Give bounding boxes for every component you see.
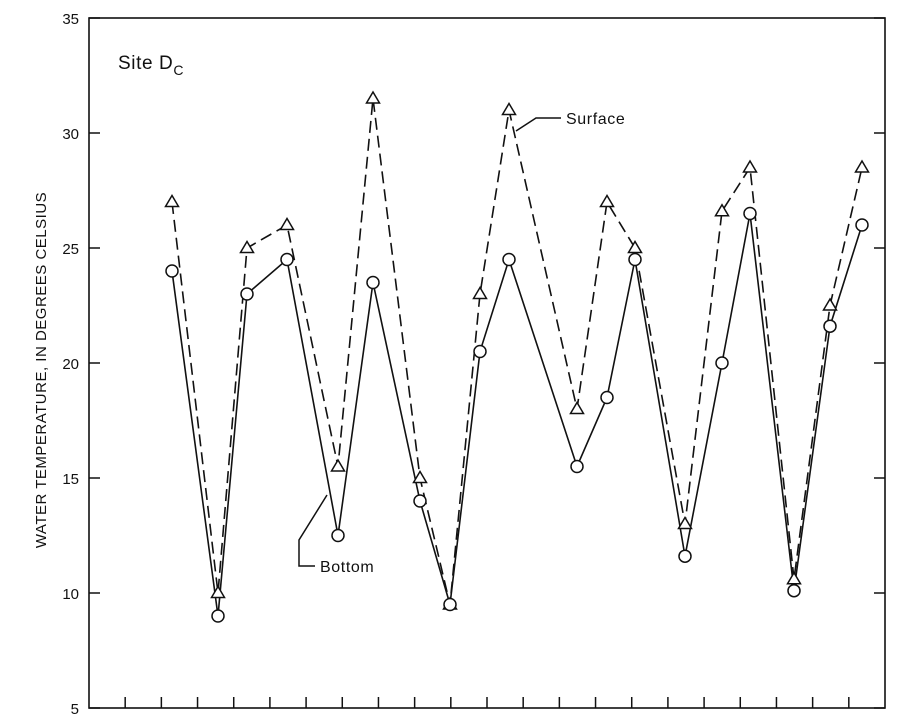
surface-point [412,470,428,484]
surface-point [501,102,517,116]
surface-point [472,286,488,300]
y-axis-title: WATER TEMPERATURE, IN DEGREES CELSIUS [33,192,50,548]
surface-point [164,194,180,208]
y-axis-ticks: 5 10 15 20 25 30 35 [62,11,885,718]
bottom-point [570,459,584,474]
bottom-point [855,218,869,232]
bottom-point [413,494,427,508]
bottom-point [443,597,457,612]
surface-point [786,571,802,585]
surface-point [239,240,255,254]
y-tick-label: 25 [62,241,79,258]
bottom-point [473,344,487,359]
bottom-point [211,609,225,623]
surface-point [599,194,615,208]
bottom-point [502,252,516,267]
bottom-point [165,264,179,278]
bottom-point [787,583,801,598]
surface-point [210,585,226,599]
surface-point [677,516,693,530]
surface-series-label: Surface [566,111,625,128]
surface-point [854,159,870,173]
surface-annotation: Surface [515,111,625,132]
plot-frame [88,17,886,709]
series-lines [171,98,863,617]
surface-point [365,90,381,104]
y-tick-label: 15 [62,471,79,488]
surface-point [714,203,730,217]
surface-point [742,159,758,173]
site-label-subscript: C [173,62,184,78]
surface-point [627,240,643,254]
surface-point [279,217,295,231]
surface-point [822,297,838,311]
y-tick-label: 5 [71,701,79,718]
site-label-main: Site D [118,53,173,74]
bottom-point [280,252,294,267]
plot-border [88,17,886,709]
site-label: Site DC [118,53,184,78]
bottom-series-line [171,213,863,617]
bottom-point [331,528,345,543]
y-tick-label: 20 [62,356,79,373]
surface-point [569,401,585,415]
x-axis-ticks [124,697,850,708]
bottom-point [678,549,692,563]
bottom-point [715,356,729,370]
surface-series-line [171,98,863,605]
series-markers [164,90,870,623]
bottom-point [240,287,254,301]
bottom-point [600,390,614,405]
surface-point [330,458,346,472]
bottom-point [823,319,837,333]
bottom-point [366,275,380,290]
surface-leader-line [515,117,561,132]
bottom-point [743,206,757,221]
bottom-point [628,252,642,267]
bottom-series-label: Bottom [320,559,374,576]
y-tick-label: 10 [62,586,79,603]
bottom-leader-line [298,494,328,567]
bottom-annotation: Bottom [298,494,374,576]
y-tick-label: 35 [62,11,79,28]
y-tick-label: 30 [62,126,79,143]
